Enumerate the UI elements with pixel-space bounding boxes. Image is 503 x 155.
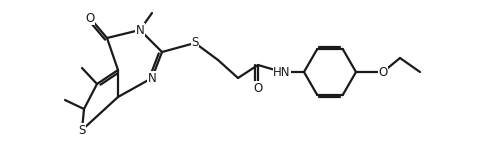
Text: O: O: [86, 11, 95, 24]
Text: S: S: [78, 124, 86, 137]
Text: N: N: [136, 24, 144, 36]
Text: O: O: [378, 66, 388, 78]
Text: O: O: [254, 82, 263, 95]
Text: N: N: [147, 71, 156, 84]
Text: HN: HN: [273, 66, 291, 78]
Text: S: S: [191, 36, 199, 49]
